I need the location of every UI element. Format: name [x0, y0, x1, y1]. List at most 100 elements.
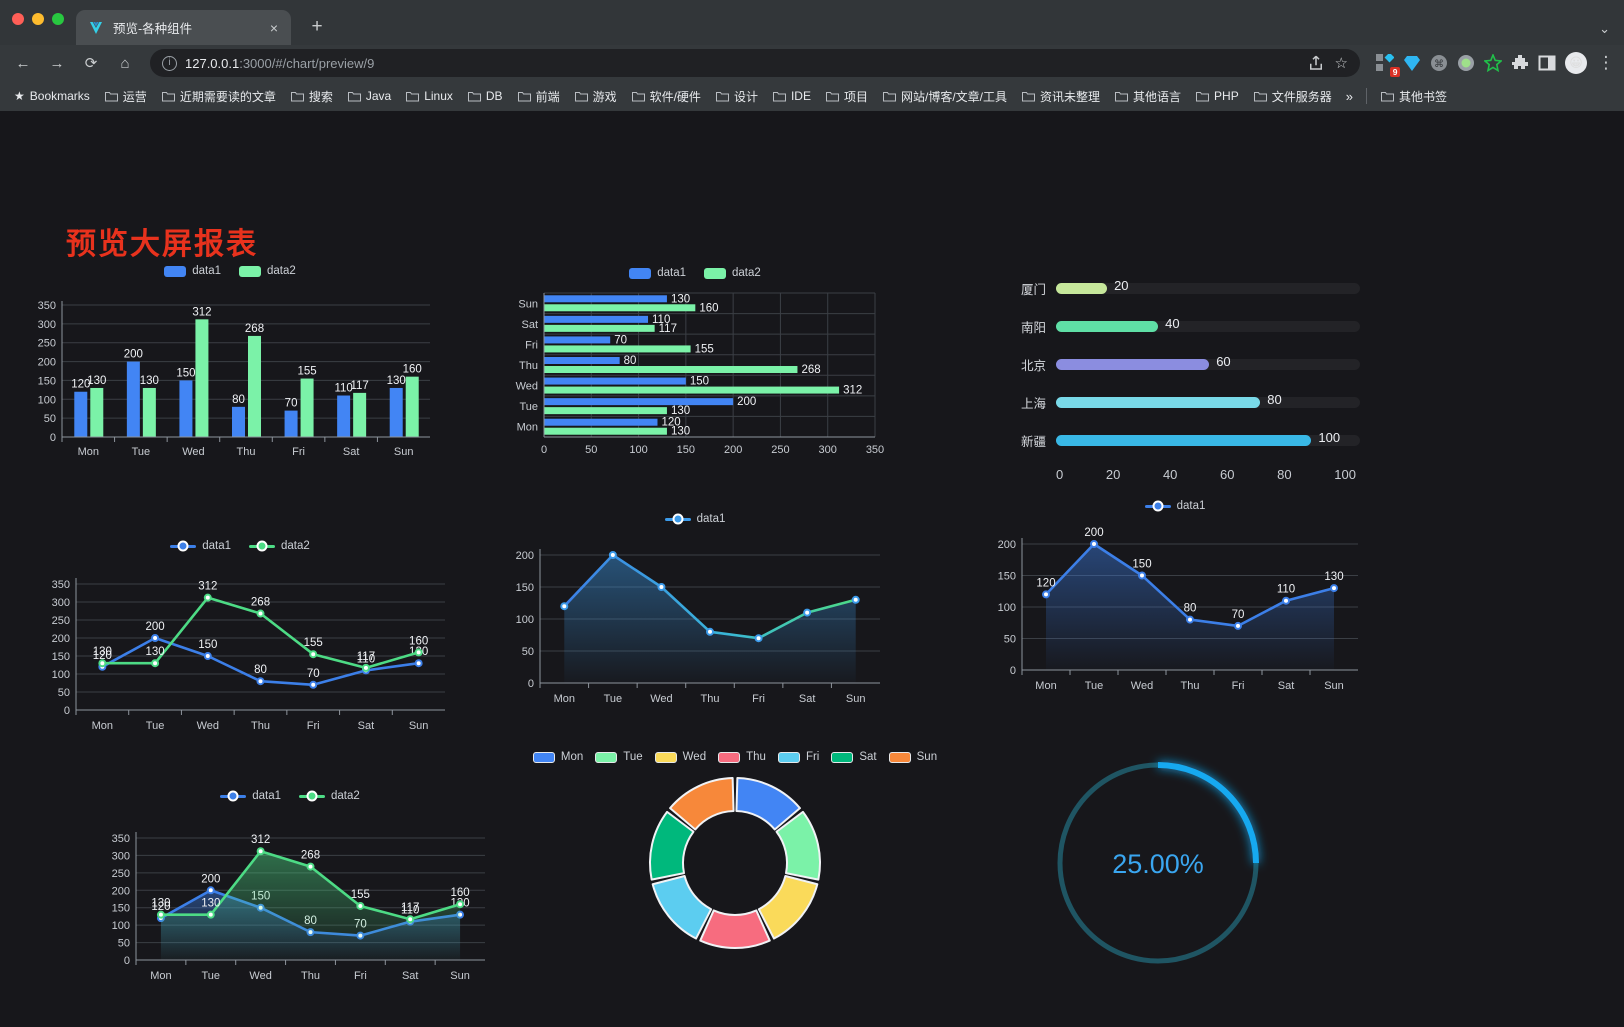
data-point[interactable]	[256, 609, 265, 618]
pie-slice[interactable]	[757, 874, 819, 940]
bar[interactable]	[544, 315, 649, 323]
address-bar[interactable]: i 127.0.0.1:3000/#/chart/preview/9 ☆	[150, 49, 1360, 77]
home-button[interactable]: ⌂	[120, 54, 130, 72]
legend-item[interactable]: Mon	[532, 751, 583, 763]
bookmark-item[interactable]: 搜索	[285, 85, 339, 108]
progress-track[interactable]: 40	[1056, 316, 1360, 332]
close-tab-button[interactable]: ×	[269, 19, 279, 36]
progress-row[interactable]: 厦门 20	[1000, 269, 1360, 307]
profile-avatar[interactable]: 😀	[1565, 52, 1587, 74]
browser-tab[interactable]: 预览-各种组件 ×	[76, 10, 291, 45]
bar[interactable]	[544, 295, 667, 303]
bookmark-item[interactable]: 近期需要读的文章	[156, 85, 282, 108]
data-point[interactable]	[203, 652, 212, 660]
bookmark-item[interactable]: PHP	[1190, 86, 1245, 106]
bar[interactable]	[300, 378, 314, 437]
bookmark-item[interactable]: 前端	[512, 85, 566, 108]
bookmark-item[interactable]: 设计	[710, 85, 764, 108]
bar[interactable]	[544, 304, 696, 312]
dot-extension-icon[interactable]	[1457, 54, 1475, 72]
data-point[interactable]	[1090, 540, 1098, 548]
bar[interactable]	[142, 387, 156, 437]
data-point[interactable]	[309, 680, 318, 689]
legend-item-data1[interactable]: data1	[164, 265, 221, 277]
donut-chart[interactable]	[530, 763, 940, 978]
data-point[interactable]	[1282, 596, 1290, 605]
bookmark-star-icon[interactable]: ☆	[1334, 55, 1348, 72]
minimize-window-button[interactable]	[32, 13, 44, 25]
bar[interactable]	[544, 418, 658, 426]
bar[interactable]	[544, 427, 667, 435]
sidepanel-icon[interactable]	[1538, 54, 1556, 72]
data-point[interactable]	[754, 634, 763, 643]
forward-button[interactable]: →	[49, 54, 65, 72]
legend-item[interactable]: Tue	[595, 751, 643, 763]
data-point[interactable]	[1330, 584, 1338, 593]
star-extension-icon[interactable]	[1484, 54, 1502, 72]
data-point[interactable]	[1186, 615, 1194, 624]
data-point[interactable]	[256, 847, 265, 856]
data-point[interactable]	[414, 648, 423, 657]
legend-item-data2[interactable]: data2	[239, 265, 296, 277]
bar[interactable]	[353, 392, 367, 437]
bar[interactable]	[544, 386, 840, 394]
window-controls[interactable]	[12, 13, 64, 25]
bookmark-item-other[interactable]: 其他书签	[1375, 85, 1453, 108]
back-button[interactable]: ←	[15, 54, 31, 72]
data-point[interactable]	[203, 593, 212, 602]
data-point[interactable]	[1042, 590, 1050, 599]
bar[interactable]	[74, 391, 88, 437]
data-point[interactable]	[98, 659, 107, 668]
bookmark-item[interactable]: 网站/博客/文章/工具	[877, 85, 1013, 108]
pie-slice[interactable]	[775, 810, 821, 881]
legend-item-data1[interactable]: data1	[664, 513, 725, 525]
bar[interactable]	[337, 395, 351, 437]
new-tab-button[interactable]: +	[311, 16, 323, 37]
legend-item-data1[interactable]: data1	[170, 540, 231, 552]
bar[interactable]	[405, 376, 419, 437]
progress-row[interactable]: 北京 60	[1000, 345, 1360, 383]
gradient-line-chart[interactable]: 0 50 100 150 200 Mon Tue Wed Thu Fri Sat Sun	[500, 525, 890, 715]
bar[interactable]	[544, 407, 667, 415]
bar[interactable]	[195, 319, 209, 437]
data-point[interactable]	[256, 677, 265, 686]
data-point[interactable]	[803, 608, 812, 617]
bookmark-item[interactable]: 文件服务器	[1248, 85, 1338, 108]
progress-track[interactable]: 20	[1056, 278, 1360, 294]
bar[interactable]	[544, 366, 798, 373]
progress-row[interactable]: 新疆 100	[1000, 421, 1360, 459]
data-point[interactable]	[151, 634, 160, 642]
data-point[interactable]	[706, 627, 714, 636]
bar[interactable]	[179, 380, 193, 437]
legend-item[interactable]: Fri	[777, 751, 819, 763]
circle-extension-icon[interactable]: ⌘	[1430, 54, 1448, 72]
legend-item[interactable]: Sun	[888, 751, 937, 763]
area-chart-dual[interactable]: 0 50 100 150 200 250 300 350 Mon Tue Wed Thu Fri Sat S…	[90, 802, 490, 992]
bar[interactable]	[544, 377, 686, 385]
share-icon[interactable]	[1307, 54, 1325, 72]
data-point[interactable]	[306, 862, 315, 871]
legend-item-data2[interactable]: data2	[299, 790, 360, 802]
bar[interactable]	[389, 387, 403, 437]
bar[interactable]	[232, 406, 245, 437]
legend-item-data1[interactable]: data1	[220, 790, 281, 802]
progress-track[interactable]: 80	[1056, 392, 1360, 408]
bar[interactable]	[90, 387, 104, 437]
legend-item-data1[interactable]: data1	[629, 267, 686, 279]
data-point[interactable]	[1138, 571, 1146, 580]
data-point[interactable]	[151, 659, 160, 668]
grid-extension-icon[interactable]: 9	[1376, 52, 1400, 77]
bookmark-item[interactable]: 游戏	[569, 85, 623, 108]
bookmark-item-bookmarks[interactable]: ★ Bookmarks	[8, 86, 96, 106]
puzzle-extension-icon[interactable]	[1511, 54, 1529, 72]
gauge-arc[interactable]	[1157, 762, 1259, 864]
bookmark-item[interactable]: 运营	[99, 85, 153, 108]
data-point[interactable]	[657, 583, 666, 591]
data-point[interactable]	[156, 910, 165, 919]
maximize-window-button[interactable]	[52, 13, 64, 25]
gauge-chart[interactable]: 25.00%	[1040, 741, 1280, 991]
data-point[interactable]	[608, 551, 617, 559]
pie-slice[interactable]	[735, 777, 801, 831]
bookmark-item[interactable]: 其他语言	[1109, 85, 1187, 108]
